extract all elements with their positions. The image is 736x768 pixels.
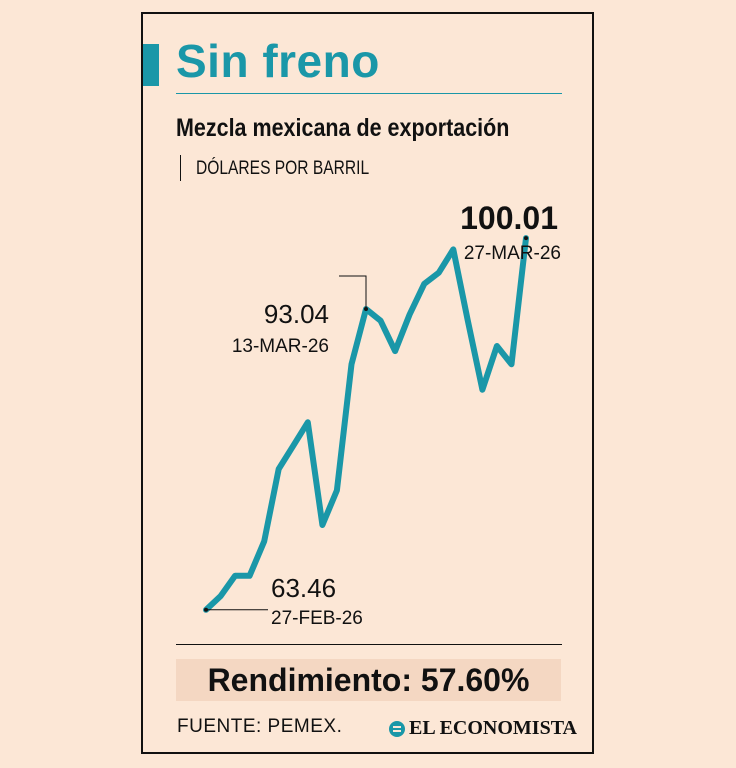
- chart-subtitle: Mezcla mexicana de exportación: [176, 114, 510, 142]
- start-value-label: 63.46: [271, 573, 336, 603]
- title-accent-bar: [143, 44, 159, 86]
- start-date-label: 27-FEB-26: [271, 608, 363, 629]
- chart-unit-label: DÓLARES POR BARRIL: [196, 158, 370, 179]
- end-value-label: 100.01: [460, 200, 558, 236]
- performance-banner: Rendimiento: 57.60%: [176, 659, 561, 701]
- end-date-label: 27-MAR-26: [464, 243, 561, 264]
- infographic-card: Sin freno Mezcla mexicana de exportación…: [141, 12, 594, 754]
- unit-marker: [180, 155, 181, 181]
- globe-icon: [389, 720, 405, 737]
- mid-date-label: 13-MAR-26: [232, 336, 329, 357]
- end-point-marker: [524, 236, 528, 241]
- mid-point-marker: [364, 306, 368, 311]
- source-note: FUENTE: PEMEX.: [177, 716, 343, 737]
- price-line-chart: 63.46 27-FEB-26 93.04 13-MAR-26 100.01 27-MAR…: [203, 200, 561, 629]
- title-divider: [176, 93, 562, 94]
- mid-leader-line: [339, 275, 367, 309]
- page-title: Sin freno: [176, 35, 380, 87]
- footer-divider: [176, 644, 562, 645]
- brand-logo: EL ECONOMISTA: [389, 717, 577, 740]
- start-point-marker: [204, 607, 208, 612]
- brand-name: EL ECONOMISTA: [409, 717, 577, 739]
- mid-value-label: 93.04: [264, 299, 329, 329]
